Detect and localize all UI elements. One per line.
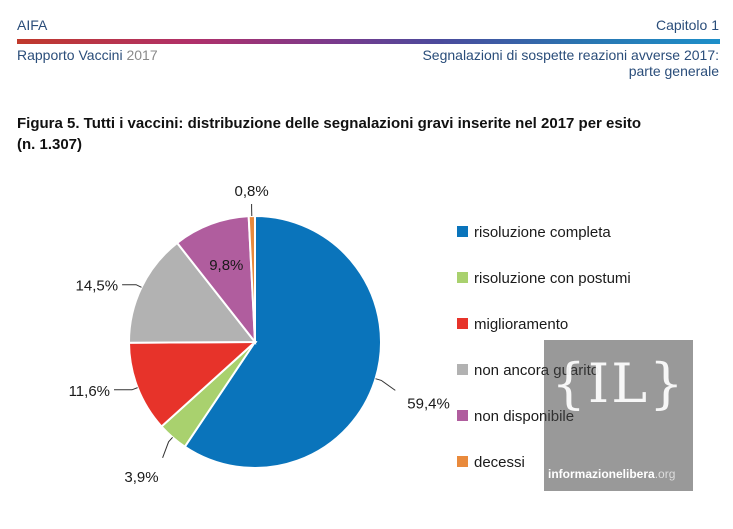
header-org: AIFA (17, 17, 48, 33)
legend-swatch-miglioramento (457, 318, 468, 329)
pie-data-labels: 59,4% 3,9% 11,6% 14,5% 9,8% 0,8% (69, 183, 450, 486)
pie-slice-decessi (247, 214, 256, 343)
data-label-non-disponibile: 9,8% (209, 257, 243, 274)
figure-title: Figura 5. Tutti i vaccini: distribuzione… (17, 113, 722, 155)
header-report-year: 2017 (126, 47, 158, 63)
leader-line-non-ancora-guarito (122, 284, 142, 288)
legend-label-risoluzione-completa: risoluzione completa (474, 224, 611, 241)
legend-swatch-risoluzione-completa (457, 226, 468, 237)
data-label-non-ancora-guarito: 14,5% (76, 278, 119, 295)
data-label-risoluzione-completa: 59,4% (407, 395, 450, 412)
leader-line-risoluzione-con-postumi (162, 436, 173, 458)
watermark-site-name: informazionelibera (548, 467, 655, 481)
watermark-logo: {IL} (551, 352, 686, 415)
header-section: Segnalazioni di sospette reazioni avvers… (422, 47, 719, 79)
watermark-site-tld: .org (654, 467, 676, 481)
header-chapter: Capitolo 1 (655, 17, 719, 33)
data-label-miglioramento: 11,6% (69, 383, 110, 400)
legend-swatch-non-ancora-guarito (457, 364, 468, 375)
pie-slice-risoluzione-completa (183, 214, 382, 469)
leader-line-miglioramento (114, 387, 138, 391)
legend-swatch-decessi (457, 456, 468, 467)
data-label-decessi: 0,8% (234, 183, 268, 200)
watermark: {IL} informazionelibera.org (544, 340, 693, 491)
pie-slice-non-disponibile (175, 215, 257, 346)
legend-label-decessi: decessi (474, 454, 525, 471)
legend-swatch-non-disponibile (457, 410, 468, 421)
figure-title-line1: Figura 5. Tutti i vaccini: distribuzione… (17, 115, 642, 132)
pie-leader-lines (114, 204, 396, 458)
legend-label-miglioramento: miglioramento (474, 316, 568, 333)
header-report-name: Rapporto Vaccini (17, 47, 123, 63)
header-section-line2: parte generale (628, 63, 719, 79)
header-report: Rapporto Vaccini 2017 (17, 47, 158, 63)
data-label-risoluzione-con-postumi: 3,9% (124, 469, 158, 486)
header-section-line1: Segnalazioni di sospette reazioni avvers… (422, 47, 719, 63)
leader-line-risoluzione-completa (375, 378, 396, 391)
figure-title-line2: (n. 1.307) (17, 136, 83, 153)
legend-label-risoluzione-con-postumi: risoluzione con postumi (474, 270, 631, 287)
pie-slices (127, 214, 382, 469)
legend-swatch-risoluzione-con-postumi (457, 272, 468, 283)
watermark-text: informazionelibera.org (548, 467, 693, 481)
pie-slice-non-ancora-guarito (127, 241, 258, 344)
header-color-rule (17, 39, 720, 44)
